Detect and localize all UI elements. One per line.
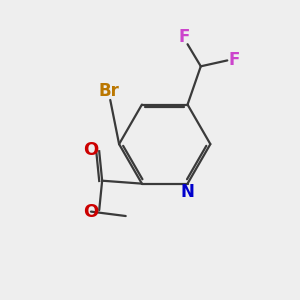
Text: O: O bbox=[83, 202, 99, 220]
Text: F: F bbox=[229, 51, 240, 69]
Text: F: F bbox=[179, 28, 190, 46]
Text: N: N bbox=[181, 183, 194, 201]
Text: Br: Br bbox=[98, 82, 119, 100]
Text: O: O bbox=[83, 141, 99, 159]
